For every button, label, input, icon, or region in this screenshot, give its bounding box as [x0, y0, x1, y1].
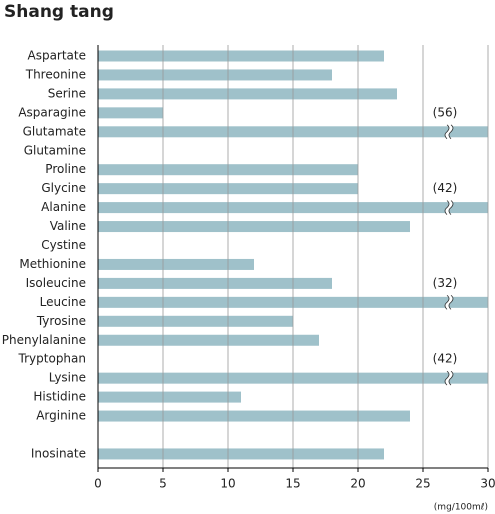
y-tick-label: Lysine [49, 371, 86, 385]
bar [98, 258, 254, 270]
value-label: (42) [433, 352, 458, 366]
x-tick-label: 30 [480, 477, 495, 491]
bar [98, 107, 163, 119]
y-tick-label: Valine [50, 219, 86, 233]
bar [98, 391, 241, 403]
bar [98, 88, 397, 100]
break-mark [444, 295, 454, 310]
y-tick-label: Proline [45, 162, 86, 176]
break-mark [444, 370, 454, 386]
bar [98, 50, 384, 62]
x-tick-label: 10 [220, 477, 235, 491]
y-tick-label: Asparagine [18, 105, 86, 119]
break-mark [445, 199, 453, 216]
bar [98, 315, 293, 327]
x-tick-label: 15 [285, 477, 300, 491]
y-tick-label: Aspartate [27, 49, 86, 63]
bar [98, 221, 410, 233]
break-mark [444, 200, 454, 215]
y-tick-label: Cystine [41, 238, 86, 252]
bar [98, 410, 410, 422]
y-tick-label: Histidine [33, 390, 86, 404]
break-mark [445, 369, 453, 387]
value-label: (42) [433, 181, 458, 195]
y-tick-label: Tyrosine [36, 314, 86, 328]
y-tick-label: Serine [48, 86, 86, 100]
bar [98, 448, 384, 460]
bar [98, 296, 488, 308]
x-axis-label: (mg/100mℓ) [434, 503, 488, 513]
x-tick-label: 20 [350, 477, 365, 491]
y-tick-label: Methionine [19, 257, 86, 271]
y-tick-label: Tryptophan [18, 352, 86, 366]
y-tick-label: Glycine [41, 181, 86, 195]
bar [98, 372, 488, 384]
x-tick-label: 25 [415, 477, 430, 491]
y-tick-label: Phenylalanine [2, 333, 86, 347]
bar [98, 126, 488, 138]
value-label: (32) [433, 276, 458, 290]
break-mark [444, 124, 454, 140]
x-tick-label: 0 [94, 477, 102, 491]
y-tick-label: Glutamate [23, 124, 86, 138]
bar [98, 277, 332, 289]
y-tick-label: Inosinate [31, 446, 86, 460]
y-tick-label: Alanine [41, 200, 86, 214]
chart-title: Shang tang [4, 2, 114, 22]
x-tick-label: 5 [159, 477, 167, 491]
y-tick-label: Glutamine [24, 143, 86, 157]
break-mark [445, 123, 453, 140]
bar [98, 334, 319, 346]
break-mark [445, 294, 453, 311]
bar [98, 69, 332, 81]
y-tick-label: Isoleucine [26, 276, 86, 290]
y-tick-label: Leucine [40, 295, 86, 309]
y-tick-label: Arginine [36, 409, 86, 423]
bar [98, 202, 488, 214]
value-label: (56) [433, 105, 458, 119]
y-tick-label: Threonine [25, 67, 86, 81]
